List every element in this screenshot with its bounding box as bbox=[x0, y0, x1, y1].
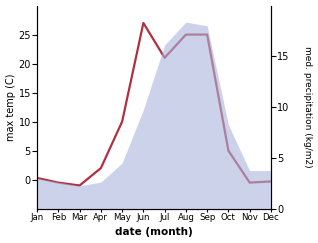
Y-axis label: max temp (C): max temp (C) bbox=[5, 73, 16, 141]
X-axis label: date (month): date (month) bbox=[115, 227, 193, 237]
Y-axis label: med. precipitation (kg/m2): med. precipitation (kg/m2) bbox=[303, 46, 313, 168]
